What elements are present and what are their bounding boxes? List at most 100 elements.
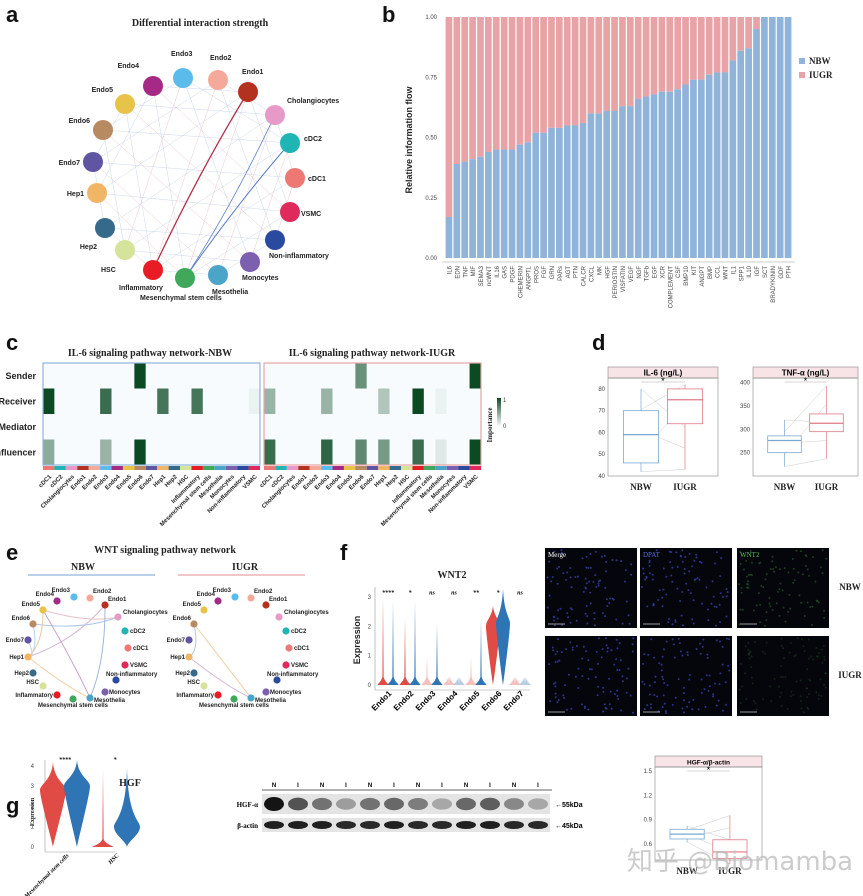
node-endo1 [238,82,258,102]
cell-nucleus [695,647,698,650]
bar-iugr-igf [753,17,760,30]
x-tick-label: WNT [724,266,730,280]
node-mesenchymal-stem-cells [175,268,195,288]
cell-nucleus [553,619,556,622]
heatmap-cell [214,414,226,440]
lane-label: I [441,783,443,789]
cell-nucleus [577,667,580,670]
violin-endo2-iugr [399,617,411,685]
cell-nucleus [616,695,619,698]
wnt-node-endo4 [214,597,222,605]
heatmap-cell [264,439,276,465]
panel-label-e: e [6,540,18,565]
cell-nucleus [553,550,556,553]
cell-nucleus [601,648,604,651]
heatmap-cell [248,363,260,389]
blot-band [504,821,524,829]
blot-strip [262,818,550,832]
heatmap-cell [180,388,192,414]
wnt-edge [193,623,252,699]
cell-nucleus [684,556,687,559]
panel-f-microscopy: Merge DPAT WNT2 NBW IUGR [545,548,862,716]
cell-nucleus [605,561,608,564]
heatmap-cell [180,414,192,440]
cell-nucleus [750,574,753,577]
bar-nbw-vegf [626,106,634,258]
heatmap-cell [168,439,181,465]
cell-nucleus [648,572,651,575]
bar-nbw-ccl [713,72,721,259]
cell-type-color-strip [145,466,158,470]
heatmap-cell [225,363,238,389]
y-tick-label: 0.00 [425,256,437,262]
bar-iugr-calcr [579,17,587,124]
x-tick-label: Mesenchymal stem cells [23,853,71,896]
y-tick-label: 0 [31,845,35,851]
cell-nucleus [674,620,677,623]
wnt-node-label-mesenchymal-stem-cells: Mesenchymal stem cells [38,703,109,709]
cell-nucleus [596,694,599,697]
cell-nucleus [780,637,783,640]
heatmap-cell [157,363,169,389]
cell-nucleus [822,644,825,647]
bar-nbw-pth [784,17,792,258]
cell-type-color-strip [298,466,310,470]
cell-nucleus [588,580,591,583]
heatmap-cell [134,388,146,414]
heatmap-cell [202,388,215,414]
wnt-node-vsmc [282,661,290,669]
bar-nbw-tnf [461,161,469,258]
node-endo7 [83,152,103,172]
heatmap-cell [77,439,89,465]
bar-iugr-il6 [445,17,453,218]
wnt-node-label-non-inflammatory: Non-inflammatory [106,672,158,678]
wnt-node-endo4 [53,597,61,605]
blot-strip [262,794,550,814]
cell-nucleus [552,649,555,652]
cell-nucleus [782,647,785,650]
wnt-node-inflammatory [53,691,61,699]
cell-nucleus [799,550,802,553]
cell-nucleus [643,653,646,656]
legend-label-nbw: NBW [809,56,831,66]
cell-nucleus [814,580,817,583]
heatmap-cell [401,388,413,414]
cell-nucleus [671,703,674,706]
cell-nucleus [759,603,762,606]
cell-nucleus [817,697,820,700]
bar-iugr-chemerin [516,17,524,145]
wnt-node-label-cholangiocytes: Cholangiocytes [123,610,168,616]
x-tick-label: Endo4 [436,689,460,713]
interaction-edge-strong [184,142,291,279]
cell-nucleus [804,564,807,567]
bar-nbw-bradykinin [768,17,776,258]
x-tick-label: CHEMERIN [519,266,525,298]
cell-nucleus [556,617,559,620]
x-tick-label: MK [597,266,603,275]
cell-nucleus [749,549,752,552]
cell-nucleus [691,708,694,711]
cell-nucleus [745,575,748,578]
bar-nbw-il16 [492,149,500,258]
significance-label: ns [451,590,457,596]
wnt-node-label-non-inflammatory: Non-inflammatory [267,672,319,678]
cell-nucleus [646,605,649,608]
cell-nucleus [569,641,572,644]
heatmap-cell [134,414,146,440]
cell-nucleus [556,638,559,641]
wnt-node-hep2 [190,669,198,677]
wnt-node-label-endo7: Endo7 [167,638,186,644]
x-tick-label: GRN [550,266,556,279]
cell-nucleus [815,599,818,602]
heatmap-cell [389,439,402,465]
cell-nucleus [749,573,752,576]
x-tick-label: CCL [716,265,722,278]
heatmap-cell [309,414,322,440]
cell-nucleus [548,663,551,666]
bar-iugr-ngf [634,17,642,99]
cell-nucleus [712,595,715,598]
heatmap-cell [100,439,112,465]
wnt-node-hep1 [185,653,193,661]
bar-nbw-pros [532,132,540,258]
channel-label: WNT2 [740,551,760,559]
